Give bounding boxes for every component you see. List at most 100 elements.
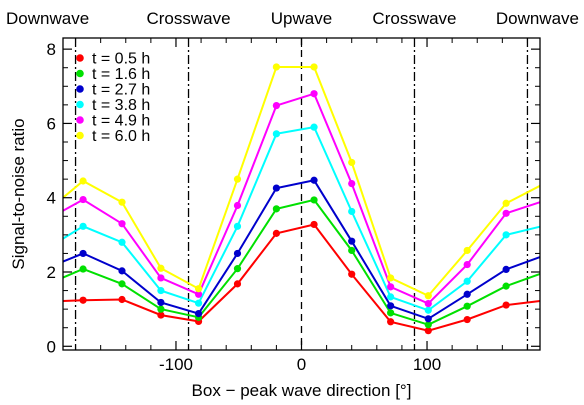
data-point [118, 238, 126, 246]
data-point [194, 290, 203, 298]
data-point [157, 298, 165, 307]
series-group [62, 63, 541, 335]
data-point [348, 180, 356, 188]
x-tick-label: 100 [413, 355, 441, 374]
series-line-0 [62, 223, 541, 332]
data-point [118, 267, 126, 275]
data-point [233, 280, 242, 288]
data-point [79, 265, 87, 273]
data-point [310, 176, 318, 184]
legend-label: t = 4.9 h [92, 113, 150, 130]
data-point [463, 246, 471, 255]
data-point [463, 290, 471, 298]
data-point [463, 277, 471, 285]
data-point [194, 299, 203, 307]
x-tick-label: 0 [297, 355, 306, 374]
data-point [157, 264, 165, 272]
data-point [463, 260, 471, 269]
data-point [502, 301, 510, 309]
data-point [424, 292, 432, 300]
data-point [348, 246, 356, 255]
series-line-3 [62, 125, 541, 312]
data-point [424, 327, 432, 335]
data-point [233, 201, 242, 210]
direction-label-1: Crosswave [146, 9, 230, 28]
series-line-5 [62, 66, 541, 298]
legend-label: t = 2.7 h [92, 82, 150, 99]
data-point [79, 177, 87, 185]
data-point [387, 293, 395, 301]
data-point [348, 237, 356, 245]
data-point [502, 209, 510, 217]
data-point [157, 305, 165, 313]
data-point [502, 231, 510, 239]
y-axis: 0 2 4 6 8 [47, 40, 540, 356]
legend-marker [76, 54, 84, 62]
data-point [348, 270, 356, 278]
x-axis: -100 0 100 [75, 38, 528, 374]
data-point [463, 302, 471, 310]
data-point [387, 309, 395, 317]
data-point [387, 318, 395, 326]
legend: t = 0.5 ht = 1.6 ht = 2.7 ht = 3.8 ht = … [76, 51, 150, 145]
direction-label-4: Downwave [496, 9, 579, 28]
series-line-4 [62, 92, 541, 305]
data-point [310, 196, 318, 204]
legend-label: t = 1.6 h [92, 66, 150, 83]
data-point [387, 283, 395, 291]
data-point [118, 220, 126, 228]
legend-label: t = 6.0 h [92, 128, 150, 145]
data-point [233, 175, 242, 183]
data-point [272, 184, 280, 192]
data-point [348, 158, 356, 167]
data-point [272, 229, 280, 237]
legend-label: t = 3.8 h [92, 97, 150, 114]
series-3 [62, 123, 541, 314]
data-point [348, 207, 356, 216]
legend-marker [76, 100, 84, 109]
reference-lines [74, 38, 529, 350]
data-point [233, 222, 242, 230]
series-1 [62, 196, 541, 329]
x-axis-label: Box − peak wave direction [°] [192, 381, 412, 400]
series-line-1 [62, 198, 541, 326]
data-point [310, 220, 318, 229]
direction-label-0: Downwave [6, 9, 89, 28]
data-point [79, 222, 87, 230]
x-tick-label: -100 [159, 355, 193, 374]
series-4 [62, 90, 541, 308]
data-point [118, 295, 126, 304]
y-axis-label: Signal-to-noise ratio [9, 118, 28, 269]
direction-labels: Downwave Crosswave Upwave Crosswave Downwave [6, 9, 579, 28]
data-point [233, 249, 242, 258]
data-point [387, 274, 395, 282]
data-point [233, 265, 242, 273]
data-point [502, 265, 510, 273]
legend-marker [76, 131, 84, 140]
data-point [118, 198, 126, 206]
data-point [387, 302, 395, 310]
y-tick-label: 6 [47, 114, 56, 133]
data-point [310, 123, 318, 131]
data-point [424, 321, 432, 329]
data-point [310, 90, 318, 98]
y-tick-label: 8 [47, 40, 56, 59]
data-point [424, 306, 432, 314]
data-point [424, 315, 432, 323]
data-point [194, 310, 203, 318]
data-point [272, 102, 280, 110]
legend-label: t = 0.5 h [92, 51, 150, 68]
series-5 [62, 63, 541, 300]
data-point [194, 285, 203, 293]
direction-label-2: Upwave [271, 9, 332, 28]
data-point [272, 130, 280, 138]
data-point [502, 282, 510, 290]
y-tick-label: 2 [47, 263, 56, 282]
data-point [79, 249, 87, 258]
data-point [272, 205, 280, 213]
series-2 [62, 176, 541, 323]
y-tick-label: 4 [47, 189, 56, 208]
data-point [463, 315, 471, 324]
series-line-2 [62, 179, 541, 320]
